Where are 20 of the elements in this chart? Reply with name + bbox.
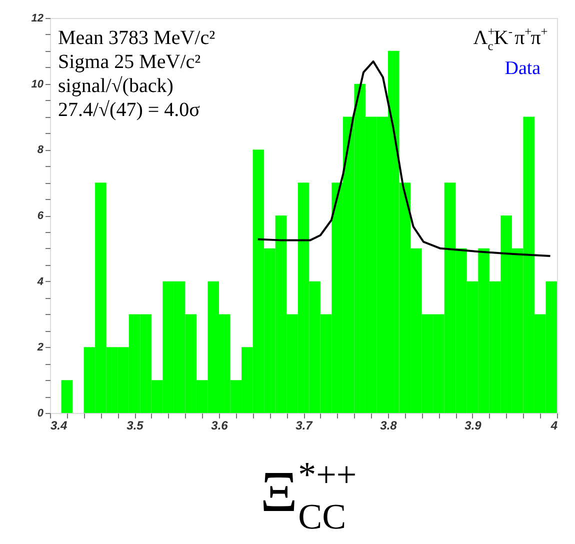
annotation: Sigma 25 MeV/c² [58,51,201,73]
y-tick-label: 2 [36,342,44,354]
y-tick-label: 8 [37,144,44,156]
x-tick-label: 3.5 [126,418,144,432]
annotation: Mean 3783 MeV/c² [58,27,216,49]
x-tick-label: 3.4 [50,418,68,432]
annotation: signal/√(back) [58,75,174,97]
y-tick-label: 12 [31,12,44,24]
x-tick-label: 3.8 [380,418,398,432]
y-tick-label: 6 [37,210,44,222]
x-tick-label: 3.9 [464,418,482,432]
x-tick-label: 4 [550,418,558,432]
y-tick-label: 4 [36,276,44,288]
x-tick-label: 3.7 [296,418,314,432]
y-tick-label: 0 [37,408,44,420]
y-tick-label: 10 [31,78,44,90]
annotation: Data [504,58,542,79]
line-series [256,60,552,257]
annotation: 27.4/√(47) = 4.0σ [58,99,200,121]
x-tick-label: 3.6 [211,418,228,432]
